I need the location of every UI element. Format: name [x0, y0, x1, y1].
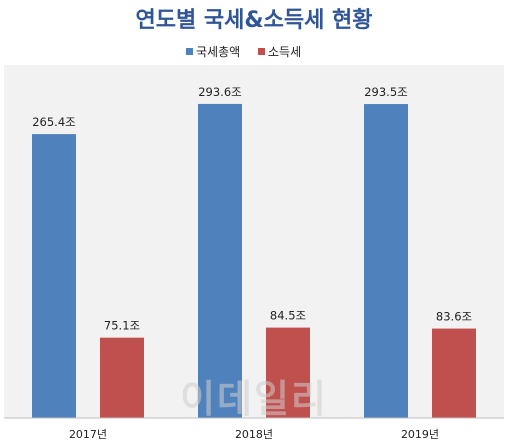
data-labels-group: 265.4조 293.6조 293.5조 75.1조 84.5조 83.6조 — [32, 85, 472, 333]
data-label-0-1: 293.6조 — [198, 85, 242, 99]
bar-0-0 — [32, 134, 76, 418]
data-label-1-2: 83.6조 — [436, 310, 472, 324]
x-tick-label-0: 2017년 — [69, 428, 107, 441]
bar-0-1 — [198, 103, 242, 419]
bars-group — [32, 103, 476, 419]
data-label-1-0: 75.1조 — [104, 319, 140, 333]
legend-label-1: 소득세 — [268, 45, 301, 59]
x-tick-label-1: 2018년 — [235, 428, 273, 441]
bar-1-2 — [432, 328, 476, 418]
bar-0-2 — [364, 104, 408, 418]
chart-title: 연도별 국세&소득세 현황 — [136, 8, 373, 33]
data-label-0-2: 293.5조 — [364, 85, 408, 99]
x-axis-ticks: 2017년 2018년 2019년 — [69, 428, 439, 441]
legend-swatch-1 — [258, 48, 265, 55]
bar-1-0 — [100, 337, 144, 418]
plot-area — [4, 65, 504, 418]
legend: 국세총액 소득세 — [186, 45, 301, 59]
data-label-1-1: 84.5조 — [270, 309, 306, 323]
x-tick-label-2: 2019년 — [401, 428, 439, 441]
data-label-0-0: 265.4조 — [32, 115, 76, 129]
bar-1-1 — [266, 327, 310, 418]
legend-swatch-0 — [186, 48, 193, 55]
watermark: 이데일리 — [180, 377, 328, 421]
legend-label-0: 국세총액 — [196, 45, 240, 59]
